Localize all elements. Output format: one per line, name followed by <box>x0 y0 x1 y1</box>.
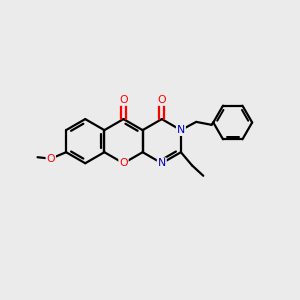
Text: O: O <box>158 95 166 105</box>
Text: O: O <box>119 158 128 168</box>
Text: N: N <box>177 125 185 135</box>
Text: O: O <box>119 95 128 105</box>
Text: N: N <box>158 158 166 168</box>
Text: O: O <box>46 154 55 164</box>
